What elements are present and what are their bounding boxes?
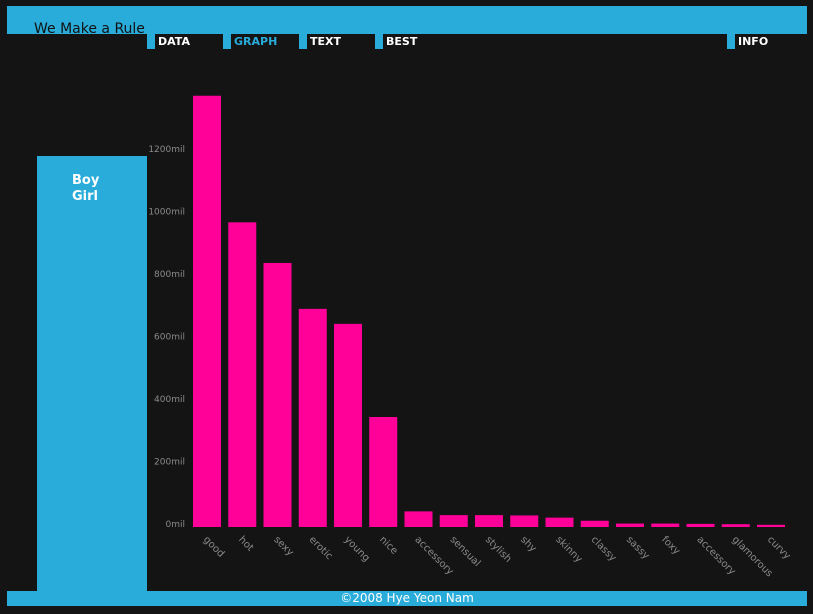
bar-foxy[interactable] bbox=[651, 523, 680, 527]
nav-graph[interactable]: GRAPH bbox=[223, 34, 277, 49]
y-tick-label: 400mil bbox=[154, 395, 185, 405]
x-tick-label: good bbox=[201, 534, 226, 559]
copyright-text: ©2008 Hye Yeon Nam bbox=[340, 591, 474, 605]
app-title: We Make a Rule bbox=[34, 21, 145, 37]
nav-info[interactable]: INFO bbox=[727, 34, 768, 49]
bar-classy[interactable] bbox=[580, 520, 609, 527]
x-tick-label: classy bbox=[589, 534, 619, 564]
nav-label: TEXT bbox=[310, 35, 342, 48]
legend-panel: Boy Girl bbox=[37, 156, 147, 591]
x-tick-label: sensual bbox=[448, 534, 483, 569]
bar-erotic[interactable] bbox=[298, 308, 327, 527]
x-tick-label: nice bbox=[377, 534, 399, 556]
bar-sassy[interactable] bbox=[616, 523, 644, 527]
bar-hot[interactable] bbox=[228, 222, 257, 527]
nav-marker-icon bbox=[299, 34, 307, 49]
bar-accessory[interactable] bbox=[404, 511, 433, 527]
bar-young[interactable] bbox=[334, 323, 362, 527]
bar-good[interactable] bbox=[193, 95, 221, 527]
bar-nice[interactable] bbox=[369, 417, 398, 527]
nav-marker-icon bbox=[147, 34, 155, 49]
header-bar bbox=[7, 6, 807, 34]
bar-shy[interactable] bbox=[510, 515, 539, 527]
nav-marker-icon bbox=[375, 34, 383, 49]
x-tick-label: curvy bbox=[765, 534, 792, 561]
bar-stylish[interactable] bbox=[475, 515, 503, 527]
nav-marker-icon bbox=[223, 34, 231, 49]
y-tick-label: 0mil bbox=[166, 520, 186, 530]
nav-marker-icon bbox=[727, 34, 735, 49]
x-tick-label: stylish bbox=[483, 534, 514, 565]
x-tick-label: erotic bbox=[307, 534, 335, 562]
y-tick-label: 800mil bbox=[154, 270, 185, 280]
y-tick-label: 200mil bbox=[154, 458, 185, 468]
legend-boy[interactable]: Boy bbox=[72, 173, 100, 188]
nav-best[interactable]: BEST bbox=[375, 34, 417, 49]
y-tick-label: 600mil bbox=[154, 333, 185, 343]
bar-glamorous[interactable] bbox=[721, 524, 750, 527]
x-tick-label: skinny bbox=[553, 534, 584, 565]
x-tick-label: foxy bbox=[659, 534, 682, 557]
nav-label: BEST bbox=[386, 35, 418, 48]
y-tick-label: 1200mil bbox=[148, 145, 185, 155]
x-tick-label: young bbox=[342, 534, 372, 564]
nav-label: DATA bbox=[158, 35, 190, 48]
nav-text[interactable]: TEXT bbox=[299, 34, 341, 49]
bar-skinny[interactable] bbox=[545, 517, 574, 527]
nav-data[interactable]: DATA bbox=[147, 34, 190, 49]
x-tick-label: sexy bbox=[271, 534, 295, 558]
x-tick-label: sassy bbox=[624, 534, 651, 561]
nav-label: INFO bbox=[738, 35, 769, 48]
bar-sensual[interactable] bbox=[439, 515, 468, 527]
x-tick-label: hot bbox=[236, 534, 255, 553]
nav-label: GRAPH bbox=[234, 35, 278, 48]
bar-sexy[interactable] bbox=[263, 262, 292, 527]
footer-bar: ©2008 Hye Yeon Nam bbox=[7, 591, 807, 606]
y-tick-label: 1000mil bbox=[148, 208, 185, 218]
legend-girl[interactable]: Girl bbox=[72, 189, 98, 204]
bar-curvy[interactable] bbox=[757, 524, 785, 527]
bar-accessory[interactable] bbox=[686, 523, 715, 527]
x-tick-label: shy bbox=[518, 534, 538, 554]
